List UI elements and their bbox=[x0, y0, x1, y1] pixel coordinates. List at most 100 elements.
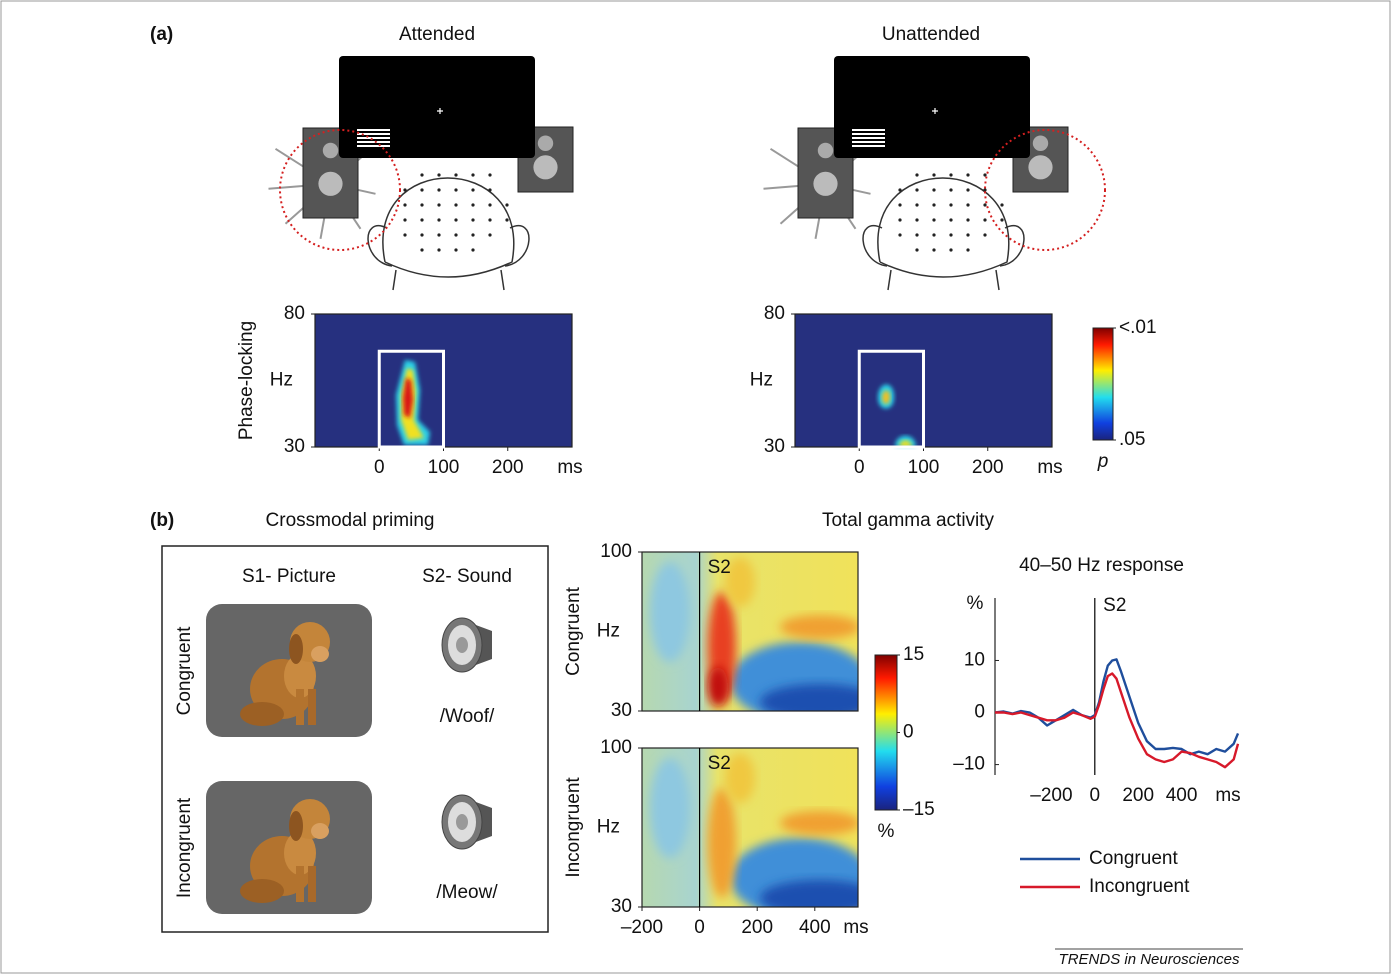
electrode bbox=[949, 188, 952, 191]
dog-leg bbox=[308, 689, 316, 725]
electrode bbox=[915, 218, 918, 221]
electrode bbox=[420, 248, 423, 251]
colorbar-label: .05 bbox=[1119, 429, 1145, 450]
speaker-cone bbox=[1028, 155, 1052, 179]
y-tick-label: 0 bbox=[974, 702, 985, 723]
y-tick-label: –10 bbox=[953, 754, 985, 775]
y-tick-label: 30 bbox=[611, 700, 632, 721]
dog-haunch bbox=[240, 702, 284, 726]
dog-leg bbox=[296, 866, 304, 902]
colorbar-label: –15 bbox=[903, 799, 935, 820]
section-title: Total gamma activity bbox=[822, 510, 995, 531]
electrode bbox=[454, 248, 457, 251]
electrode bbox=[915, 248, 918, 251]
electrode bbox=[454, 173, 457, 176]
electrode bbox=[420, 218, 423, 221]
side-label: Congruent bbox=[563, 586, 584, 675]
x-tick-label: 400 bbox=[1166, 785, 1198, 806]
x-unit: ms bbox=[843, 917, 868, 938]
electrode bbox=[437, 218, 440, 221]
electrode bbox=[403, 233, 406, 236]
column-header: S2- Sound bbox=[422, 566, 512, 587]
sound-label: /Meow/ bbox=[436, 882, 498, 903]
x-tick-label: –200 bbox=[621, 917, 663, 938]
sound-label: /Woof/ bbox=[440, 706, 495, 727]
y-axis-label: Hz bbox=[597, 621, 620, 642]
x-unit: ms bbox=[1037, 457, 1062, 478]
electrode bbox=[949, 233, 952, 236]
electrode bbox=[898, 218, 901, 221]
heat-blob bbox=[780, 811, 860, 835]
legend-label: Incongruent bbox=[1089, 876, 1190, 897]
condition-title: Unattended bbox=[882, 24, 980, 45]
y-tick-label: 30 bbox=[764, 436, 785, 457]
electrode bbox=[471, 248, 474, 251]
electrode bbox=[471, 218, 474, 221]
panel-label: (b) bbox=[150, 510, 174, 531]
colorbar-label: 0 bbox=[903, 722, 914, 743]
electrode bbox=[454, 188, 457, 191]
y-tick-label: 30 bbox=[611, 896, 632, 917]
x-tick-label: 0 bbox=[1090, 785, 1101, 806]
x-tick-label: –200 bbox=[1030, 785, 1072, 806]
electrode bbox=[488, 173, 491, 176]
onset-label: S2 bbox=[1103, 595, 1126, 616]
electrode bbox=[932, 248, 935, 251]
x-tick-label: 200 bbox=[741, 917, 773, 938]
condition-title: Attended bbox=[399, 24, 475, 45]
credit: TRENDS in Neurosciences bbox=[1059, 951, 1240, 968]
colorbar-label: <.01 bbox=[1119, 317, 1157, 338]
speaker-cone bbox=[813, 172, 837, 196]
side-label: Incongruent bbox=[563, 777, 584, 878]
x-tick-label: 400 bbox=[799, 917, 831, 938]
dog-muzzle bbox=[311, 646, 329, 662]
electrode bbox=[932, 233, 935, 236]
x-tick-label: 100 bbox=[908, 457, 940, 478]
x-tick-label: 0 bbox=[694, 917, 705, 938]
section-title: Crossmodal priming bbox=[266, 510, 435, 531]
head bbox=[878, 178, 1009, 277]
heat-blob bbox=[708, 788, 736, 898]
electrode bbox=[420, 173, 423, 176]
electrode bbox=[932, 173, 935, 176]
electrode bbox=[949, 203, 952, 206]
electrode bbox=[949, 218, 952, 221]
electrode bbox=[437, 233, 440, 236]
legend-label: Congruent bbox=[1089, 848, 1178, 869]
x-tick-label: 200 bbox=[972, 457, 1004, 478]
row-label: Congruent bbox=[174, 626, 195, 715]
electrode bbox=[949, 173, 952, 176]
dog-ear bbox=[289, 811, 303, 841]
y-tick-label: 100 bbox=[600, 737, 632, 758]
onset-label: S2 bbox=[708, 557, 731, 578]
speaker-cap bbox=[456, 814, 468, 830]
electrode bbox=[983, 203, 986, 206]
heat-field bbox=[642, 552, 880, 722]
x-tick-label: 100 bbox=[428, 457, 460, 478]
electrode bbox=[898, 203, 901, 206]
electrode bbox=[966, 188, 969, 191]
electrode bbox=[420, 203, 423, 206]
electrode bbox=[932, 203, 935, 206]
electrode bbox=[454, 218, 457, 221]
electrode bbox=[932, 218, 935, 221]
series-line bbox=[995, 659, 1238, 754]
row-label: Incongruent bbox=[174, 797, 195, 898]
electrode bbox=[983, 218, 986, 221]
x-unit: ms bbox=[1215, 785, 1240, 806]
heat-blob bbox=[780, 615, 860, 639]
x-unit: ms bbox=[557, 457, 582, 478]
electrode bbox=[966, 248, 969, 251]
y-tick-label: 80 bbox=[764, 303, 785, 324]
colorbar-unit: p bbox=[1097, 451, 1109, 472]
electrode bbox=[403, 203, 406, 206]
x-tick-label: 0 bbox=[854, 457, 865, 478]
electrode bbox=[915, 233, 918, 236]
electrode bbox=[488, 218, 491, 221]
heat-blob bbox=[650, 562, 690, 662]
y-axis-label: Hz bbox=[597, 817, 620, 838]
electrode bbox=[983, 173, 986, 176]
electrode bbox=[505, 218, 508, 221]
electrode bbox=[437, 248, 440, 251]
electrode bbox=[471, 188, 474, 191]
